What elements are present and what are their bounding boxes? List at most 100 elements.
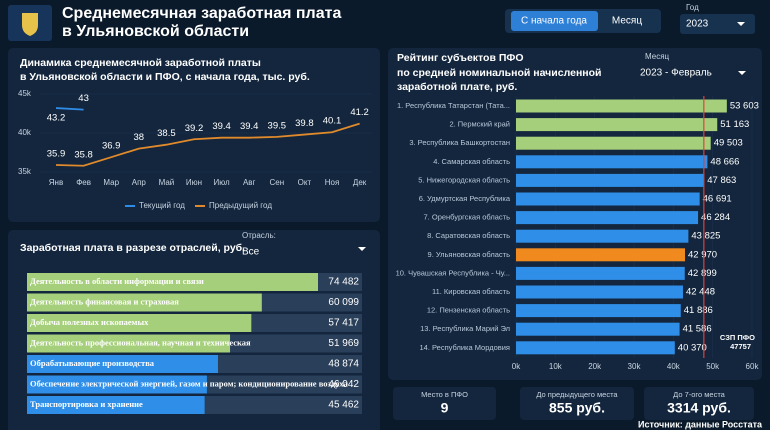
page-title: в Ульяновской области: [62, 23, 249, 40]
logo-emblem: [22, 13, 38, 36]
chart-title: Рейтинг субъектов ПФО: [397, 52, 524, 64]
bar-label: Деятельность профессиональная, научная и…: [30, 337, 251, 347]
row-label: 13. Республика Марий Эл: [420, 324, 510, 333]
x-tick-label: 30k: [628, 362, 642, 371]
y-tick-label: 45k: [18, 89, 32, 98]
bar-label: Деятельность финансовая и страховая: [30, 296, 179, 306]
value-label: 49 503: [714, 138, 743, 149]
x-tick-label: Фев: [76, 178, 91, 187]
row-label: 2. Пермский край: [449, 120, 510, 129]
data-label: 43.2: [47, 113, 66, 124]
value-label: 42 899: [688, 268, 717, 279]
kpi-label: До 7-ого места: [673, 390, 726, 399]
kpi-value: 3314 руб.: [667, 400, 731, 416]
data-label: 39.8: [295, 118, 314, 129]
value-label: 46 691: [703, 194, 732, 205]
value-label: 43 825: [691, 231, 720, 242]
chart-title: в Ульяновской области и ПФО, с начала го…: [20, 71, 310, 83]
bar: [516, 304, 681, 318]
chart-title: Динамика среднемесячной заработной платы: [20, 57, 261, 69]
bar-label: Обрабатывающие производства: [30, 358, 155, 368]
value-label: 51 163: [720, 119, 749, 130]
row-label: 5. Нижегородская область: [418, 175, 510, 184]
year-dropdown[interactable]: [680, 14, 755, 34]
bar: [516, 173, 705, 187]
value-label: 46 042: [328, 379, 359, 390]
bar: [27, 355, 218, 373]
filter-value[interactable]: Все: [242, 247, 260, 258]
value-label: 53 603: [730, 101, 759, 112]
line-chart: 35k 40k 45k Янв Фев Мар Апр Май Июн Июл Авг Сен Окт Н…: [18, 89, 372, 210]
x-tick-label: Июл: [213, 178, 230, 187]
value-label: 60 099: [328, 297, 359, 308]
bar: [27, 396, 205, 414]
x-tick-label: Авг: [243, 178, 256, 187]
x-tick-label: Дек: [353, 178, 367, 187]
x-tick-label: 40k: [667, 362, 681, 371]
kpi-label: До предыдущего места: [536, 390, 618, 399]
data-label: 38.5: [157, 128, 176, 139]
data-label: 41.2: [350, 107, 369, 118]
filter-value[interactable]: 2023 - Февраль: [640, 68, 712, 79]
bar: [516, 118, 718, 132]
bar: [27, 273, 318, 291]
data-label: 35.9: [47, 148, 66, 159]
value-label: 42 970: [688, 249, 717, 260]
bar: [516, 341, 675, 355]
row-label: 11. Кировская область: [432, 287, 510, 296]
chart-title: Заработная плата в разрезе отраслей, руб…: [20, 242, 245, 254]
year-value[interactable]: 2023: [686, 19, 709, 30]
dropdown-arrow[interactable]: [358, 247, 366, 251]
bar: [27, 334, 231, 353]
bar-label: Деятельность в области информации и связ…: [30, 276, 204, 286]
kpi-card: [393, 387, 496, 420]
value-label: 45 462: [328, 400, 359, 411]
value-label: 41 886: [684, 305, 713, 316]
data-label: 35.8: [74, 149, 93, 160]
data-label: 39.5: [268, 120, 287, 131]
bar: [516, 322, 680, 336]
legend-label: Предыдущий год: [209, 201, 272, 210]
kpi-value: 855 руб.: [549, 400, 605, 416]
row-label: 14. Республика Мордовия: [419, 343, 510, 352]
toggle-active[interactable]: [511, 11, 598, 31]
data-label: 39.2: [185, 123, 204, 134]
row-label: 9. Ульяновская область: [428, 250, 511, 259]
x-tick-label: Июн: [186, 178, 202, 187]
bar: [516, 229, 689, 243]
data-label: 40.1: [323, 116, 342, 127]
data-label: 39.4: [212, 121, 231, 132]
x-tick-label: 20k: [588, 362, 602, 371]
toggle-button[interactable]: С начала года: [521, 16, 587, 27]
row-label: 12. Пензенская область: [427, 306, 510, 315]
bar: [27, 293, 262, 312]
chart-title: заработной плате, руб.: [397, 81, 517, 93]
value-label: 48 874: [328, 359, 359, 370]
series-line: [55, 107, 84, 111]
x-tick-label: 10k: [549, 362, 563, 371]
x-tick-label: 0k: [512, 362, 521, 371]
kpi-card: [644, 387, 754, 420]
row-label: 10. Чувашская Республика - Чу...: [396, 268, 510, 277]
industry-chart: Деятельность в области информации и связ…: [27, 273, 362, 414]
dropdown-arrow[interactable]: [737, 22, 745, 26]
y-tick-label: 35k: [18, 167, 32, 176]
row-label: 7. Оренбургская область: [424, 213, 511, 222]
value-label: 40 370: [678, 342, 707, 353]
value-label: 41 586: [683, 324, 712, 335]
reference-label: СЗП ПФО: [720, 333, 755, 342]
filter-label: Отрасль:: [242, 231, 276, 240]
legend-label: Текущий год: [139, 201, 185, 210]
toggle-button[interactable]: Месяц: [612, 16, 642, 27]
value-label: 48 666: [710, 156, 739, 167]
bar: [516, 99, 727, 113]
page-title: Среднемесячная заработная плата: [62, 5, 341, 22]
x-tick-label: Май: [159, 178, 175, 187]
bar-label: Добыча полезных ископаемых: [30, 317, 149, 327]
value-label: 74 482: [328, 277, 359, 288]
value-label: 46 284: [701, 212, 730, 223]
data-label: 43: [78, 93, 89, 104]
dropdown-arrow[interactable]: [738, 71, 746, 75]
